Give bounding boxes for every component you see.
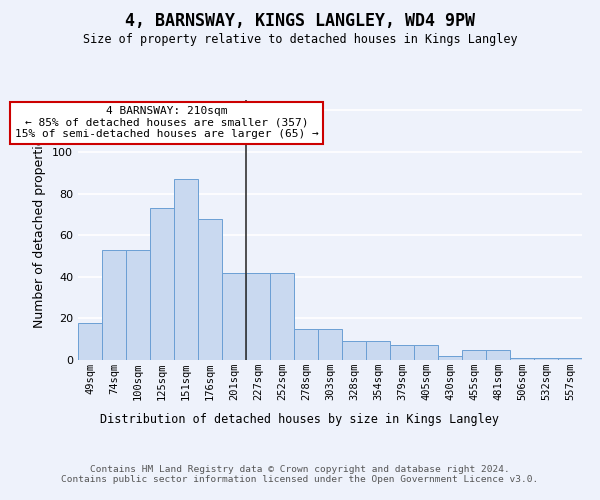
Bar xyxy=(150,208,174,360)
Bar xyxy=(102,250,126,360)
Bar xyxy=(270,272,294,360)
Y-axis label: Number of detached properties: Number of detached properties xyxy=(34,132,46,328)
Bar xyxy=(390,346,414,360)
Bar xyxy=(438,356,462,360)
Bar xyxy=(78,322,102,360)
Text: 4, BARNSWAY, KINGS LANGLEY, WD4 9PW: 4, BARNSWAY, KINGS LANGLEY, WD4 9PW xyxy=(125,12,475,30)
Bar xyxy=(510,358,534,360)
Bar xyxy=(366,342,390,360)
Bar xyxy=(534,358,558,360)
Bar xyxy=(342,342,366,360)
Bar xyxy=(294,329,318,360)
Text: Size of property relative to detached houses in Kings Langley: Size of property relative to detached ho… xyxy=(83,32,517,46)
Bar xyxy=(462,350,486,360)
Text: Contains HM Land Registry data © Crown copyright and database right 2024.
Contai: Contains HM Land Registry data © Crown c… xyxy=(61,465,539,484)
Bar xyxy=(486,350,510,360)
Bar xyxy=(126,250,150,360)
Text: 4 BARNSWAY: 210sqm
← 85% of detached houses are smaller (357)
15% of semi-detach: 4 BARNSWAY: 210sqm ← 85% of detached hou… xyxy=(15,106,319,140)
Bar xyxy=(222,272,246,360)
Bar xyxy=(246,272,270,360)
Bar xyxy=(414,346,438,360)
Bar xyxy=(174,179,198,360)
Bar xyxy=(318,329,342,360)
Bar xyxy=(198,218,222,360)
Text: Distribution of detached houses by size in Kings Langley: Distribution of detached houses by size … xyxy=(101,412,499,426)
Bar xyxy=(558,358,582,360)
